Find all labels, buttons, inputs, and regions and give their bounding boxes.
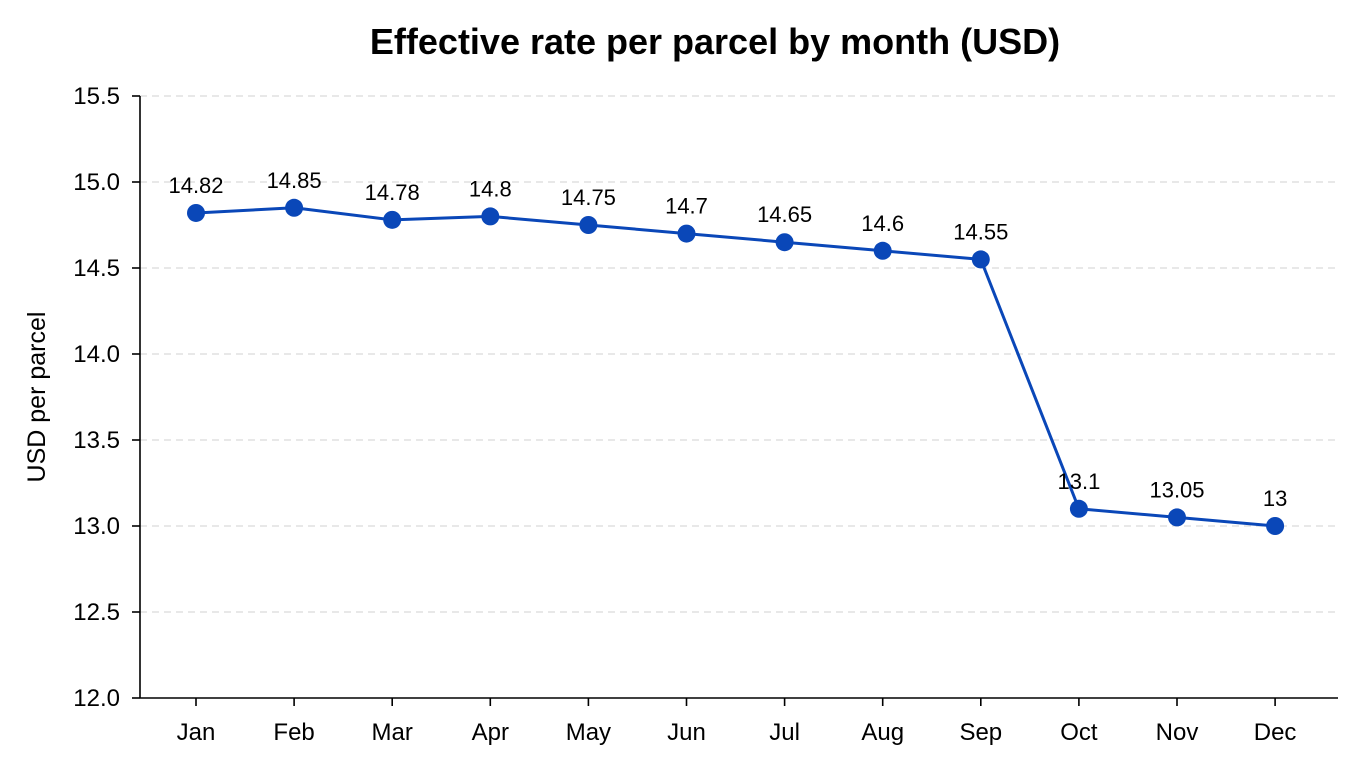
y-tick-label: 13.5	[73, 427, 120, 454]
x-tick-label: Sep	[959, 719, 1002, 746]
series-line	[195, 206, 1276, 528]
data-label: 13.1	[1057, 469, 1100, 494]
data-label: 14.75	[561, 185, 616, 210]
data-label: 13	[1263, 486, 1287, 511]
data-label: 13.05	[1149, 477, 1204, 502]
data-point	[481, 207, 500, 226]
data-point	[579, 216, 598, 234]
data-point	[1069, 499, 1088, 518]
data-point	[873, 241, 892, 260]
data-label: 14.85	[267, 168, 322, 193]
x-tick-label: Feb	[273, 719, 314, 746]
data-point	[1168, 508, 1186, 527]
y-axis-title: USD per parcel	[23, 312, 51, 483]
data-label: 14.6	[861, 211, 904, 236]
x-tick-label: Jul	[769, 719, 800, 746]
chart-title: Effective rate per parcel by month (USD)	[369, 21, 1061, 62]
y-tick-label: 14.5	[73, 255, 120, 282]
data-point	[677, 224, 696, 243]
y-tick-label: 14.0	[73, 341, 120, 368]
x-tick-label: Nov	[1156, 719, 1199, 746]
x-tick-label: May	[566, 719, 611, 746]
data-point	[285, 198, 304, 217]
data-label: 14.65	[757, 202, 812, 227]
grid-layer	[140, 95, 1338, 613]
x-tick-label: Jan	[177, 719, 216, 746]
x-tick-label: Apr	[472, 719, 509, 746]
x-tick-label: Mar	[372, 719, 413, 746]
axis-layer: 12.0 12.5 13.0 13.5 14.0 14.5 15.0 15.5 Jan Feb Ma…	[23, 83, 1338, 746]
x-tick-label: Dec	[1254, 719, 1297, 746]
y-tick-label: 15.5	[73, 83, 120, 110]
data-label: 14.55	[953, 219, 1008, 244]
data-point	[971, 250, 990, 269]
data-label: 14.78	[365, 180, 420, 205]
data-point	[187, 203, 205, 222]
series-layer	[187, 198, 1285, 535]
data-label: 14.8	[469, 176, 512, 201]
data-point	[775, 233, 794, 252]
x-tick-label: Oct	[1060, 719, 1098, 746]
label-layer: 14.82 14.85 14.78 14.8 14.75 14.7 14.65 14.6 14.…	[168, 168, 1287, 511]
y-tick-label: 12.0	[73, 685, 120, 712]
y-tick-label: 13.0	[73, 513, 120, 540]
data-label: 14.82	[168, 173, 223, 198]
y-tick-label: 12.5	[73, 599, 120, 626]
x-tick-label: Aug	[861, 719, 904, 746]
y-tick-label: 15.0	[73, 169, 120, 196]
x-tick-label: Jun	[667, 719, 706, 746]
data-label: 14.7	[665, 194, 708, 219]
data-point	[383, 210, 402, 229]
data-point	[1266, 517, 1285, 535]
